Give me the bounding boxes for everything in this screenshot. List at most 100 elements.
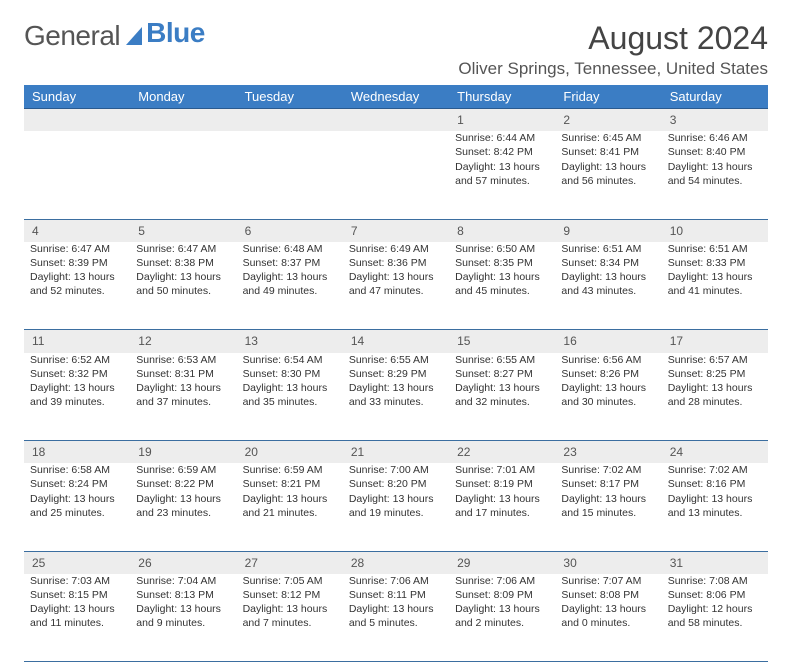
empty-cell	[130, 131, 236, 219]
sunrise-text: Sunrise: 6:59 AM	[136, 463, 230, 477]
logo-text-b: Blue	[146, 17, 205, 49]
day-number: 15	[449, 330, 555, 353]
sunset-text: Sunset: 8:08 PM	[561, 588, 655, 602]
sunrise-text: Sunrise: 6:53 AM	[136, 353, 230, 367]
daylight-text: Daylight: 13 hours and 15 minutes.	[561, 492, 655, 520]
day-cell: Sunrise: 7:05 AMSunset: 8:12 PMDaylight:…	[237, 574, 343, 662]
detail-row: Sunrise: 6:47 AMSunset: 8:39 PMDaylight:…	[24, 242, 768, 330]
day-cell: Sunrise: 6:54 AMSunset: 8:30 PMDaylight:…	[237, 353, 343, 441]
sunset-text: Sunset: 8:25 PM	[668, 367, 762, 381]
day-cell: Sunrise: 6:52 AMSunset: 8:32 PMDaylight:…	[24, 353, 130, 441]
day-cell: Sunrise: 6:51 AMSunset: 8:33 PMDaylight:…	[662, 242, 768, 330]
day-number: 8	[449, 219, 555, 242]
sunset-text: Sunset: 8:11 PM	[349, 588, 443, 602]
detail-row: Sunrise: 6:44 AMSunset: 8:42 PMDaylight:…	[24, 131, 768, 219]
daynum-row: 45678910	[24, 219, 768, 242]
day-cell: Sunrise: 7:00 AMSunset: 8:20 PMDaylight:…	[343, 463, 449, 551]
sunrise-text: Sunrise: 7:06 AM	[349, 574, 443, 588]
day-cell: Sunrise: 6:50 AMSunset: 8:35 PMDaylight:…	[449, 242, 555, 330]
day-number: 31	[662, 551, 768, 574]
day-cell: Sunrise: 6:59 AMSunset: 8:22 PMDaylight:…	[130, 463, 236, 551]
empty-cell	[24, 131, 130, 219]
sunrise-text: Sunrise: 6:51 AM	[668, 242, 762, 256]
day-cell: Sunrise: 7:01 AMSunset: 8:19 PMDaylight:…	[449, 463, 555, 551]
day-number: 12	[130, 330, 236, 353]
daylight-text: Daylight: 13 hours and 43 minutes.	[561, 270, 655, 298]
daylight-text: Daylight: 13 hours and 32 minutes.	[455, 381, 549, 409]
sunrise-text: Sunrise: 6:59 AM	[243, 463, 337, 477]
day-cell: Sunrise: 7:02 AMSunset: 8:16 PMDaylight:…	[662, 463, 768, 551]
day-cell: Sunrise: 6:46 AMSunset: 8:40 PMDaylight:…	[662, 131, 768, 219]
daylight-text: Daylight: 13 hours and 5 minutes.	[349, 602, 443, 630]
daylight-text: Daylight: 13 hours and 35 minutes.	[243, 381, 337, 409]
empty-cell	[237, 131, 343, 219]
sunset-text: Sunset: 8:15 PM	[30, 588, 124, 602]
daylight-text: Daylight: 13 hours and 17 minutes.	[455, 492, 549, 520]
logo-sail-icon	[124, 25, 146, 47]
daynum-row: 11121314151617	[24, 330, 768, 353]
sunset-text: Sunset: 8:42 PM	[455, 145, 549, 159]
day-cell: Sunrise: 6:55 AMSunset: 8:27 PMDaylight:…	[449, 353, 555, 441]
calendar-body: 123Sunrise: 6:44 AMSunset: 8:42 PMDaylig…	[24, 109, 768, 662]
sunrise-text: Sunrise: 7:02 AM	[561, 463, 655, 477]
day-number: 20	[237, 441, 343, 464]
empty-cell	[24, 109, 130, 132]
sunset-text: Sunset: 8:09 PM	[455, 588, 549, 602]
logo-text-a: General	[24, 20, 120, 52]
day-number: 2	[555, 109, 661, 132]
sunset-text: Sunset: 8:40 PM	[668, 145, 762, 159]
daylight-text: Daylight: 13 hours and 41 minutes.	[668, 270, 762, 298]
sunrise-text: Sunrise: 6:51 AM	[561, 242, 655, 256]
day-cell: Sunrise: 6:49 AMSunset: 8:36 PMDaylight:…	[343, 242, 449, 330]
day-header: Thursday	[449, 85, 555, 109]
sunrise-text: Sunrise: 6:45 AM	[561, 131, 655, 145]
sunrise-text: Sunrise: 6:48 AM	[243, 242, 337, 256]
day-number: 16	[555, 330, 661, 353]
day-header-row: SundayMondayTuesdayWednesdayThursdayFrid…	[24, 85, 768, 109]
daylight-text: Daylight: 13 hours and 28 minutes.	[668, 381, 762, 409]
sunset-text: Sunset: 8:24 PM	[30, 477, 124, 491]
sunrise-text: Sunrise: 6:49 AM	[349, 242, 443, 256]
day-header: Saturday	[662, 85, 768, 109]
daylight-text: Daylight: 13 hours and 2 minutes.	[455, 602, 549, 630]
sunrise-text: Sunrise: 6:47 AM	[30, 242, 124, 256]
day-header: Sunday	[24, 85, 130, 109]
day-cell: Sunrise: 7:03 AMSunset: 8:15 PMDaylight:…	[24, 574, 130, 662]
sunrise-text: Sunrise: 6:55 AM	[349, 353, 443, 367]
daylight-text: Daylight: 13 hours and 21 minutes.	[243, 492, 337, 520]
day-number: 26	[130, 551, 236, 574]
daylight-text: Daylight: 13 hours and 33 minutes.	[349, 381, 443, 409]
daylight-text: Daylight: 13 hours and 52 minutes.	[30, 270, 124, 298]
sunset-text: Sunset: 8:19 PM	[455, 477, 549, 491]
daylight-text: Daylight: 13 hours and 39 minutes.	[30, 381, 124, 409]
daylight-text: Daylight: 13 hours and 57 minutes.	[455, 160, 549, 188]
sunset-text: Sunset: 8:27 PM	[455, 367, 549, 381]
calendar-table: SundayMondayTuesdayWednesdayThursdayFrid…	[24, 85, 768, 662]
daylight-text: Daylight: 13 hours and 25 minutes.	[30, 492, 124, 520]
sunset-text: Sunset: 8:36 PM	[349, 256, 443, 270]
day-number: 23	[555, 441, 661, 464]
sunset-text: Sunset: 8:33 PM	[668, 256, 762, 270]
sunrise-text: Sunrise: 6:58 AM	[30, 463, 124, 477]
daylight-text: Daylight: 13 hours and 49 minutes.	[243, 270, 337, 298]
day-cell: Sunrise: 7:06 AMSunset: 8:09 PMDaylight:…	[449, 574, 555, 662]
day-number: 28	[343, 551, 449, 574]
sunset-text: Sunset: 8:41 PM	[561, 145, 655, 159]
sunrise-text: Sunrise: 6:44 AM	[455, 131, 549, 145]
daylight-text: Daylight: 13 hours and 30 minutes.	[561, 381, 655, 409]
sunrise-text: Sunrise: 7:06 AM	[455, 574, 549, 588]
sunset-text: Sunset: 8:17 PM	[561, 477, 655, 491]
sunset-text: Sunset: 8:31 PM	[136, 367, 230, 381]
daylight-text: Daylight: 13 hours and 23 minutes.	[136, 492, 230, 520]
sunrise-text: Sunrise: 7:02 AM	[668, 463, 762, 477]
empty-cell	[130, 109, 236, 132]
day-number: 6	[237, 219, 343, 242]
empty-cell	[343, 131, 449, 219]
daynum-row: 123	[24, 109, 768, 132]
page-header: General Blue August 2024 Oliver Springs,…	[24, 20, 768, 79]
daylight-text: Daylight: 13 hours and 56 minutes.	[561, 160, 655, 188]
sunrise-text: Sunrise: 6:50 AM	[455, 242, 549, 256]
day-cell: Sunrise: 7:08 AMSunset: 8:06 PMDaylight:…	[662, 574, 768, 662]
sunrise-text: Sunrise: 6:56 AM	[561, 353, 655, 367]
sunset-text: Sunset: 8:30 PM	[243, 367, 337, 381]
